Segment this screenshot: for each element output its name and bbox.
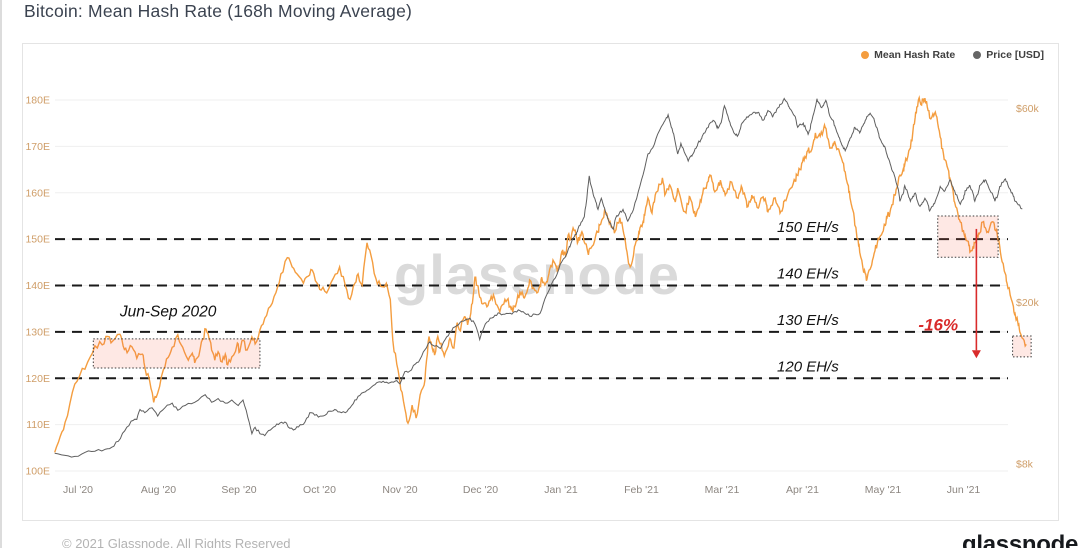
y-axis-label: 120E <box>25 373 50 385</box>
x-axis-label: Mar '21 <box>705 484 740 496</box>
footer-glassnode-logo: glassnode <box>962 531 1078 548</box>
x-axis-label: Nov '20 <box>382 484 417 496</box>
level-label: 140 EH/s <box>777 266 839 283</box>
level-label: 120 EH/s <box>777 358 839 375</box>
price-series-line <box>54 97 1023 458</box>
level-label: 150 EH/s <box>777 219 839 236</box>
price-axis-label: $20k <box>1016 297 1040 309</box>
x-axis-label: Oct '20 <box>303 484 336 496</box>
legend-label: Price [USD] <box>986 49 1044 61</box>
x-axis-label: Sep '20 <box>221 484 256 496</box>
price-axis-label: $60k <box>1016 103 1040 115</box>
x-axis-label: Apr '21 <box>786 484 819 496</box>
range-annotation-label: Jun-Sep 2020 <box>119 304 217 321</box>
x-axis-label: Jan '21 <box>544 484 578 496</box>
x-axis-label: Dec '20 <box>463 484 498 496</box>
hash-rate-series-line <box>54 95 1027 453</box>
drop-percentage-label: -16% <box>918 315 958 334</box>
x-axis-label: Aug '20 <box>141 484 176 496</box>
legend-item-hash-rate[interactable]: Mean Hash Rate <box>861 49 955 61</box>
y-axis-label: 180E <box>25 95 50 107</box>
x-axis-label: Jul '20 <box>63 484 93 496</box>
price-series-dot-icon <box>973 51 982 59</box>
y-axis-label: 100E <box>25 466 50 478</box>
footer-copyright: © 2021 Glassnode. All Rights Reserved <box>62 536 291 548</box>
x-axis-label: Feb '21 <box>624 484 659 496</box>
price-axis-label: $8k <box>1016 459 1034 471</box>
y-axis-label: 140E <box>25 280 50 292</box>
chart-legend: Mean Hash Rate Price [USD] <box>861 49 1044 61</box>
highlight-box <box>937 215 999 258</box>
highlight-box <box>1012 335 1032 358</box>
y-axis-label: 170E <box>25 141 50 153</box>
highlight-box <box>92 338 261 369</box>
x-axis-label: Jun '21 <box>947 484 981 496</box>
window-left-edge <box>0 0 2 548</box>
page-title: Bitcoin: Mean Hash Rate (168h Moving Ave… <box>24 1 413 21</box>
y-axis-label: 160E <box>25 187 50 199</box>
legend-item-price[interactable]: Price [USD] <box>973 49 1044 61</box>
y-axis-label: 110E <box>26 419 50 431</box>
y-axis-label: 130E <box>25 326 50 338</box>
y-axis-label: 150E <box>25 234 50 246</box>
legend-label: Mean Hash Rate <box>874 49 956 61</box>
drop-arrowhead-icon <box>971 350 981 359</box>
watermark: glassnode <box>394 243 680 306</box>
x-axis-label: May '21 <box>865 484 902 496</box>
hash-rate-series-dot-icon <box>861 51 870 59</box>
level-label: 130 EH/s <box>777 312 839 329</box>
